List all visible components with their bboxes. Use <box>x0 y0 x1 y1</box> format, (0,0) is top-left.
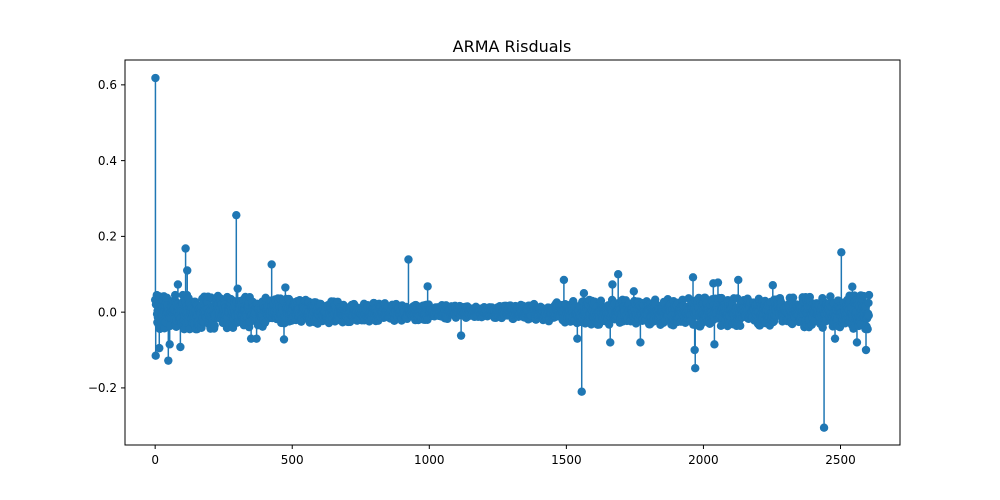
data-point <box>267 260 276 269</box>
data-point <box>456 331 466 340</box>
data-point <box>716 321 726 331</box>
data-point <box>181 244 190 253</box>
data-point <box>713 278 723 287</box>
data-point <box>559 275 569 285</box>
data-point <box>170 290 180 300</box>
data-point <box>735 321 745 330</box>
data-point <box>608 280 617 289</box>
data-point <box>629 287 639 296</box>
data-point <box>690 345 699 355</box>
data-point <box>768 281 777 290</box>
data-point <box>613 270 623 279</box>
data-point <box>151 73 160 83</box>
data-point <box>579 289 589 298</box>
markers-layer <box>150 73 874 432</box>
data-point <box>423 282 432 291</box>
data-point <box>173 280 183 289</box>
data-point <box>233 284 242 293</box>
data-point <box>788 319 797 329</box>
data-point <box>279 335 289 344</box>
chart-title: ARMA Risduals <box>453 37 572 56</box>
data-point <box>210 321 219 330</box>
data-point <box>164 356 173 365</box>
data-point <box>176 342 185 352</box>
data-point <box>604 320 614 329</box>
data-point <box>183 266 192 275</box>
data-point <box>155 343 164 353</box>
data-point <box>281 283 290 292</box>
data-point <box>717 293 726 303</box>
data-point <box>232 210 241 220</box>
data-point <box>573 334 582 343</box>
data-point <box>636 338 645 347</box>
data-point <box>577 387 586 396</box>
data-point <box>734 275 743 285</box>
data-point <box>710 340 719 349</box>
data-point <box>404 255 413 264</box>
data-point <box>165 340 174 349</box>
data-point <box>606 338 615 347</box>
data-point <box>252 334 261 343</box>
data-point <box>788 293 798 302</box>
data-point <box>688 273 698 282</box>
data-point <box>151 351 160 360</box>
data-point <box>691 364 700 373</box>
